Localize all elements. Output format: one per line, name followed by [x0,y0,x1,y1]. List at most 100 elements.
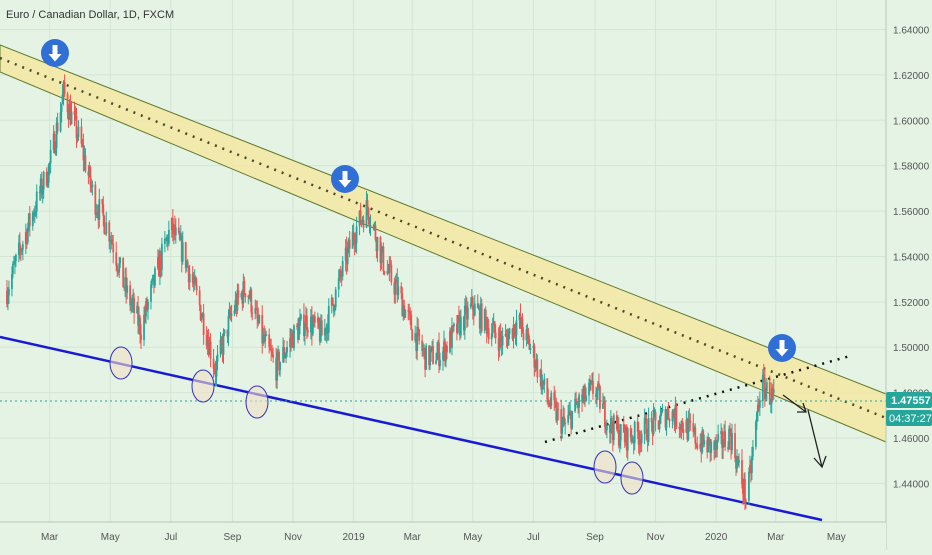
candle-body [298,325,300,340]
candle-body [208,341,211,355]
candle-body [752,446,754,457]
candle-body [682,429,685,433]
candle-body [706,440,709,453]
candle-body [611,429,614,441]
candle-body [368,219,371,226]
candle-body [518,314,521,321]
candle-body [638,439,641,445]
candle-body [105,222,108,234]
candle-body [709,439,712,453]
candle-body [151,279,153,285]
arrow-down-icon [41,39,69,67]
candle-body [421,340,424,351]
candle-body [244,293,247,298]
time-tick-label: Nov [284,532,302,543]
candle-body [400,286,403,294]
dotted-trendline[interactable] [544,354,851,444]
projection-arrow-line [807,409,823,468]
candle-body [749,464,751,472]
candle-body [353,239,356,245]
candle-body [671,411,674,422]
candle-body [366,200,369,209]
touch-circle [245,385,269,419]
candle-body [166,236,169,244]
candle-body [508,328,511,334]
time-axis-panel[interactable] [0,522,886,550]
candle-body [722,446,725,448]
candle-body [561,420,564,434]
candle-body [360,220,363,224]
candle-body [529,347,532,350]
candle-body [469,303,472,308]
candle-body [737,458,739,463]
candle-body [522,333,525,341]
candle-body [152,274,154,280]
candle-body [571,411,574,429]
candle-body [415,333,418,351]
candle-body [167,229,170,244]
candle-body [513,324,516,333]
candle-body [311,322,314,335]
candle-body [547,399,550,403]
candle-body [596,390,598,397]
candle-body [247,295,250,298]
candle-body [751,456,753,473]
candle-body [269,346,272,350]
candle-body [47,164,50,183]
candle-body [292,333,294,349]
candle-body [382,246,385,272]
candle-body [31,212,34,227]
candle-body [701,430,704,453]
candle-body [681,421,684,430]
price-axis-panel[interactable] [886,0,932,550]
candle-body [678,426,681,429]
candle-body [32,212,35,216]
candle-body [598,383,600,387]
candle-body [191,274,194,283]
candle-body [623,432,626,443]
candle-body [418,329,421,341]
candle-body [417,326,420,330]
candle-body [307,330,309,333]
candle-body [407,310,410,312]
candle-body [688,419,691,421]
candle-body [91,184,94,187]
candle-body [743,478,745,495]
candle-body [216,354,219,362]
candle-body [459,316,462,336]
candle-body [734,433,736,459]
candle-body [223,329,226,334]
candle-body [207,340,210,355]
support-line[interactable] [0,335,823,522]
candle-body [425,345,428,370]
candle-body [202,313,205,335]
candle-body [346,247,349,265]
candle-body [576,404,578,406]
candle-body [147,301,149,310]
candle-body [320,320,323,336]
time-tick-label: Mar [767,532,785,543]
candle-body [98,199,101,220]
candle-body [61,94,64,104]
candle-body [486,328,489,334]
candle-body [373,225,376,227]
candle-body [157,257,159,269]
candle-body [720,431,723,435]
candle-body [507,333,510,346]
candle-body [299,319,301,326]
symbol-title[interactable]: Euro / Canadian Dollar, 1D, FXCM [6,9,174,21]
candle-body [493,321,496,333]
candle-body [432,346,434,364]
candle-body [429,352,431,366]
candle-body [117,270,120,273]
candle-body [56,122,59,132]
candle-body [62,82,65,95]
candle-body [101,199,104,205]
candle-body [173,224,176,236]
candle-body [143,314,145,340]
candle-body [26,227,29,243]
candle-body [456,315,459,333]
candle-body [618,440,621,446]
